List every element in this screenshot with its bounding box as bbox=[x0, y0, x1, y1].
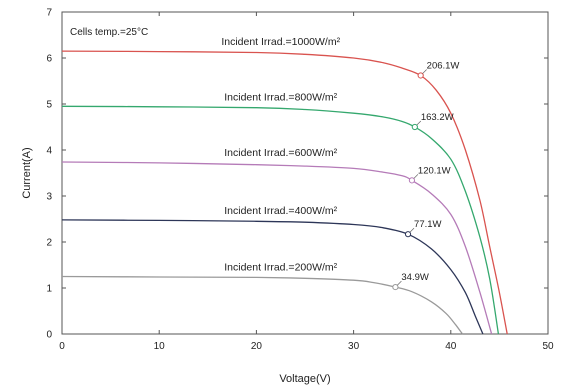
max-power-label: 34.9W bbox=[401, 272, 428, 283]
max-power-leader bbox=[416, 120, 422, 126]
series-irradiance-label: Incident Irrad.=1000W/m² bbox=[221, 36, 340, 48]
y-tick-label: 2 bbox=[46, 238, 52, 249]
y-tick-label: 6 bbox=[46, 54, 52, 65]
plot-area-frame bbox=[61, 11, 549, 335]
max-power-point-marker bbox=[417, 72, 424, 79]
curves-group bbox=[61, 50, 508, 335]
max-power-point-marker bbox=[411, 123, 418, 131]
ticks-group: 0 10 20 30 40 50 0 1 2 3 4 5 6 7 bbox=[46, 8, 554, 353]
annotation-cells-temp: Cells temp.=25°C bbox=[70, 27, 148, 38]
y-axis-label: Current(A) bbox=[21, 147, 33, 198]
max-power-leader bbox=[413, 174, 419, 179]
max-power-label: 206.1W bbox=[427, 60, 460, 71]
iv-curve-line bbox=[61, 219, 484, 335]
y-tick-label: 3 bbox=[46, 192, 52, 203]
x-tick-label: 20 bbox=[251, 341, 263, 352]
y-tick-label: 5 bbox=[46, 100, 52, 111]
x-tick-label: 40 bbox=[445, 341, 457, 352]
x-tick-label: 10 bbox=[154, 341, 166, 352]
max-power-label: 163.2W bbox=[421, 112, 454, 123]
max-power-label: 120.1W bbox=[418, 165, 451, 176]
series-irradiance-label: Incident Irrad.=600W/m² bbox=[224, 147, 337, 159]
x-tick-label: 0 bbox=[59, 341, 65, 352]
max-power-point-marker bbox=[404, 231, 412, 238]
max-power-leader bbox=[397, 280, 402, 286]
max-power-label: 77.1W bbox=[414, 219, 441, 230]
y-tick-label: 7 bbox=[46, 8, 52, 19]
max-power-leader bbox=[409, 227, 415, 233]
max-power-point-marker bbox=[408, 177, 416, 184]
iv-curve-line bbox=[61, 275, 464, 335]
iv-curve-line bbox=[61, 161, 493, 335]
y-tick-label: 0 bbox=[46, 330, 52, 341]
y-tick-label: 1 bbox=[46, 284, 52, 295]
series-irradiance-label: Incident Irrad.=800W/m² bbox=[224, 91, 337, 103]
x-tick-label: 30 bbox=[348, 341, 360, 352]
max-power-point-marker bbox=[392, 283, 399, 291]
iv-curve-line bbox=[61, 105, 500, 335]
series-irradiance-label: Incident Irrad.=200W/m² bbox=[224, 262, 337, 274]
y-tick-label: 4 bbox=[46, 146, 52, 157]
series-irradiance-label: Incident Irrad.=400W/m² bbox=[224, 205, 337, 217]
x-axis-label: Voltage(V) bbox=[279, 373, 330, 385]
x-tick-label: 50 bbox=[542, 341, 554, 352]
max-power-leader bbox=[422, 69, 427, 74]
labels-group: 206.1W Incident Irrad.=1000W/m² 163.2W Inci… bbox=[221, 36, 460, 286]
